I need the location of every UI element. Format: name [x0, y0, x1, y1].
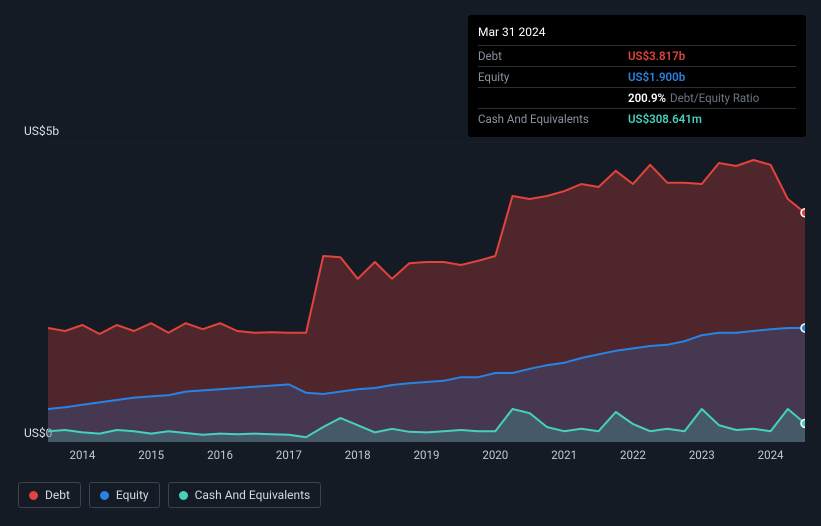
legend-dot-icon — [29, 491, 38, 500]
tooltip-row-label: Equity — [478, 70, 628, 84]
tooltip-row-value: US$3.817b — [628, 49, 685, 63]
y-tick-max: US$5b — [24, 124, 59, 138]
chart-tooltip: Mar 31 2024 DebtUS$3.817bEquityUS$1.900b… — [468, 15, 806, 137]
legend-dot-icon — [100, 491, 109, 500]
x-tick-label: 2015 — [138, 448, 164, 462]
x-ticks: 2014 2015 2016 2017 2018 2019 2020 2021 2022 2023… — [48, 448, 805, 464]
tooltip-row: Cash And EquivalentsUS$308.641m — [478, 109, 796, 129]
tooltip-row-label: Debt — [478, 49, 628, 63]
x-tick-label: 2017 — [276, 448, 302, 462]
legend: Debt Equity Cash And Equivalents — [18, 482, 321, 508]
x-tick-label: 2021 — [551, 448, 577, 462]
tooltip-row-label: Cash And Equivalents — [478, 112, 628, 126]
tooltip-row: EquityUS$1.900b — [478, 67, 796, 88]
tooltip-row: DebtUS$3.817b — [478, 46, 796, 67]
x-tick-label: 2022 — [620, 448, 646, 462]
legend-label: Equity — [116, 488, 149, 502]
legend-dot-icon — [179, 491, 188, 500]
area-chart — [16, 142, 805, 442]
tooltip-rows: DebtUS$3.817bEquityUS$1.900b200.9%Debt/E… — [478, 46, 796, 129]
tooltip-row-suffix: Debt/Equity Ratio — [670, 91, 759, 105]
legend-label: Cash And Equivalents — [195, 488, 311, 502]
x-tick-label: 2024 — [758, 448, 784, 462]
x-tick-label: 2019 — [414, 448, 440, 462]
tooltip-row: 200.9%Debt/Equity Ratio — [478, 88, 796, 109]
legend-label: Debt — [45, 488, 70, 502]
tooltip-date: Mar 31 2024 — [478, 21, 796, 46]
series-end-dot-debt — [801, 209, 805, 217]
tooltip-row-label — [478, 91, 628, 105]
x-tick-label: 2014 — [69, 448, 95, 462]
x-tick-label: 2020 — [482, 448, 508, 462]
series-end-dot-equity — [801, 324, 805, 332]
tooltip-row-value: US$308.641m — [628, 112, 702, 126]
x-tick-label: 2016 — [207, 448, 233, 462]
x-tick-label: 2018 — [345, 448, 371, 462]
legend-item-cash[interactable]: Cash And Equivalents — [168, 482, 322, 508]
legend-item-debt[interactable]: Debt — [18, 482, 81, 508]
x-tick-label: 2023 — [689, 448, 715, 462]
tooltip-row-value: 200.9%Debt/Equity Ratio — [628, 91, 759, 105]
legend-item-equity[interactable]: Equity — [89, 482, 160, 508]
series-end-dot-cash — [801, 419, 805, 427]
tooltip-row-value: US$1.900b — [628, 70, 685, 84]
